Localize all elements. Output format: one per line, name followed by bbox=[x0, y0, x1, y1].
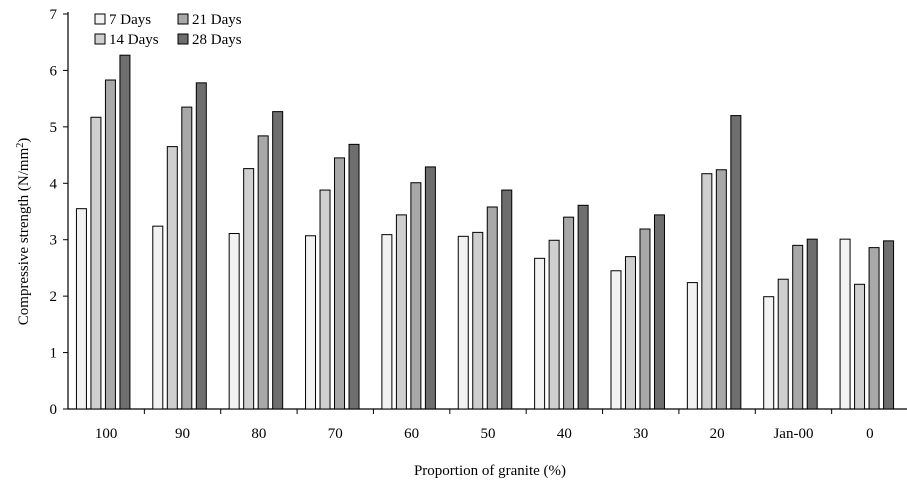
x-tick-label: 100 bbox=[95, 426, 118, 442]
legend-swatch bbox=[94, 33, 106, 45]
bar bbox=[639, 228, 651, 410]
y-tick-label: 3 bbox=[50, 233, 58, 249]
bar bbox=[730, 115, 742, 410]
bar bbox=[319, 189, 331, 410]
x-tick-label: 70 bbox=[328, 426, 343, 442]
bar bbox=[424, 166, 436, 410]
bar bbox=[104, 79, 116, 410]
bar bbox=[715, 169, 727, 410]
legend-label: 28 Days bbox=[192, 32, 242, 48]
bar bbox=[395, 214, 407, 410]
legend-swatch bbox=[177, 13, 189, 25]
bar bbox=[501, 189, 513, 410]
y-tick-label: 1 bbox=[50, 346, 58, 362]
y-axis-title-superscript: 2 bbox=[15, 143, 26, 148]
y-tick-label: 7 bbox=[50, 7, 58, 23]
y-tick-label: 0 bbox=[50, 402, 58, 418]
x-tick-label: 60 bbox=[404, 426, 419, 442]
bar bbox=[763, 296, 775, 410]
bar bbox=[534, 257, 546, 410]
bar bbox=[548, 239, 560, 410]
bar bbox=[228, 233, 240, 410]
y-tick-label: 6 bbox=[50, 63, 58, 79]
x-tick-label: 90 bbox=[175, 426, 190, 442]
legend-label: 7 Days bbox=[109, 12, 151, 28]
bar bbox=[577, 204, 589, 410]
bar bbox=[701, 173, 713, 410]
x-axis-title: Proportion of granite (%) bbox=[414, 463, 566, 479]
bar bbox=[806, 238, 818, 410]
x-tick-label: 80 bbox=[251, 426, 266, 442]
bar bbox=[792, 244, 804, 410]
bar bbox=[181, 106, 193, 410]
legend-label: 21 Days bbox=[192, 12, 242, 28]
plot-area: 0 1 2 3 4 5 6 7 100 90 80 70 60 50 40 30 20 Jan-00 0 bbox=[50, 7, 907, 442]
bar bbox=[883, 240, 895, 410]
bar bbox=[257, 135, 269, 410]
bar bbox=[272, 111, 284, 410]
bar bbox=[839, 238, 851, 410]
bar bbox=[486, 206, 498, 410]
x-tick-label: 20 bbox=[710, 426, 725, 442]
legend: 7 Days 21 Days 14 Days 28 Days bbox=[94, 12, 242, 48]
legend-label: 14 Days bbox=[109, 32, 159, 48]
x-tick-label: 0 bbox=[866, 426, 874, 442]
y-tick-label: 4 bbox=[50, 176, 58, 192]
bar bbox=[868, 247, 880, 410]
legend-swatch bbox=[177, 33, 189, 45]
legend-swatch bbox=[94, 13, 106, 25]
x-tick-label: 50 bbox=[481, 426, 496, 442]
bar bbox=[653, 214, 665, 410]
x-tick-label: 40 bbox=[557, 426, 572, 442]
y-tick-label: 5 bbox=[50, 120, 58, 136]
bar bbox=[195, 82, 207, 410]
bar bbox=[610, 270, 622, 410]
bar bbox=[410, 182, 422, 410]
y-axis-title-close: ) bbox=[16, 138, 32, 143]
x-tick-label: Jan-00 bbox=[773, 426, 813, 442]
bar bbox=[305, 235, 317, 410]
bar bbox=[686, 282, 698, 410]
bar bbox=[563, 216, 575, 410]
bar bbox=[334, 157, 346, 410]
bar bbox=[457, 235, 469, 410]
y-axis-title: Compressive strength (N/mm2) bbox=[15, 138, 33, 325]
bar bbox=[90, 116, 102, 410]
bar bbox=[854, 283, 866, 410]
y-axis-title-main: Compressive strength (N/mm bbox=[16, 147, 32, 325]
bar bbox=[381, 234, 393, 410]
bar bbox=[152, 225, 164, 410]
x-tick-label: 30 bbox=[633, 426, 648, 442]
bar bbox=[243, 168, 255, 410]
bar bbox=[777, 278, 789, 410]
bar bbox=[348, 143, 360, 410]
bar bbox=[75, 208, 87, 410]
bar bbox=[624, 256, 636, 410]
bar bbox=[472, 231, 484, 410]
bar bbox=[166, 146, 178, 410]
bar bbox=[119, 54, 131, 410]
y-tick-label: 2 bbox=[50, 289, 58, 305]
